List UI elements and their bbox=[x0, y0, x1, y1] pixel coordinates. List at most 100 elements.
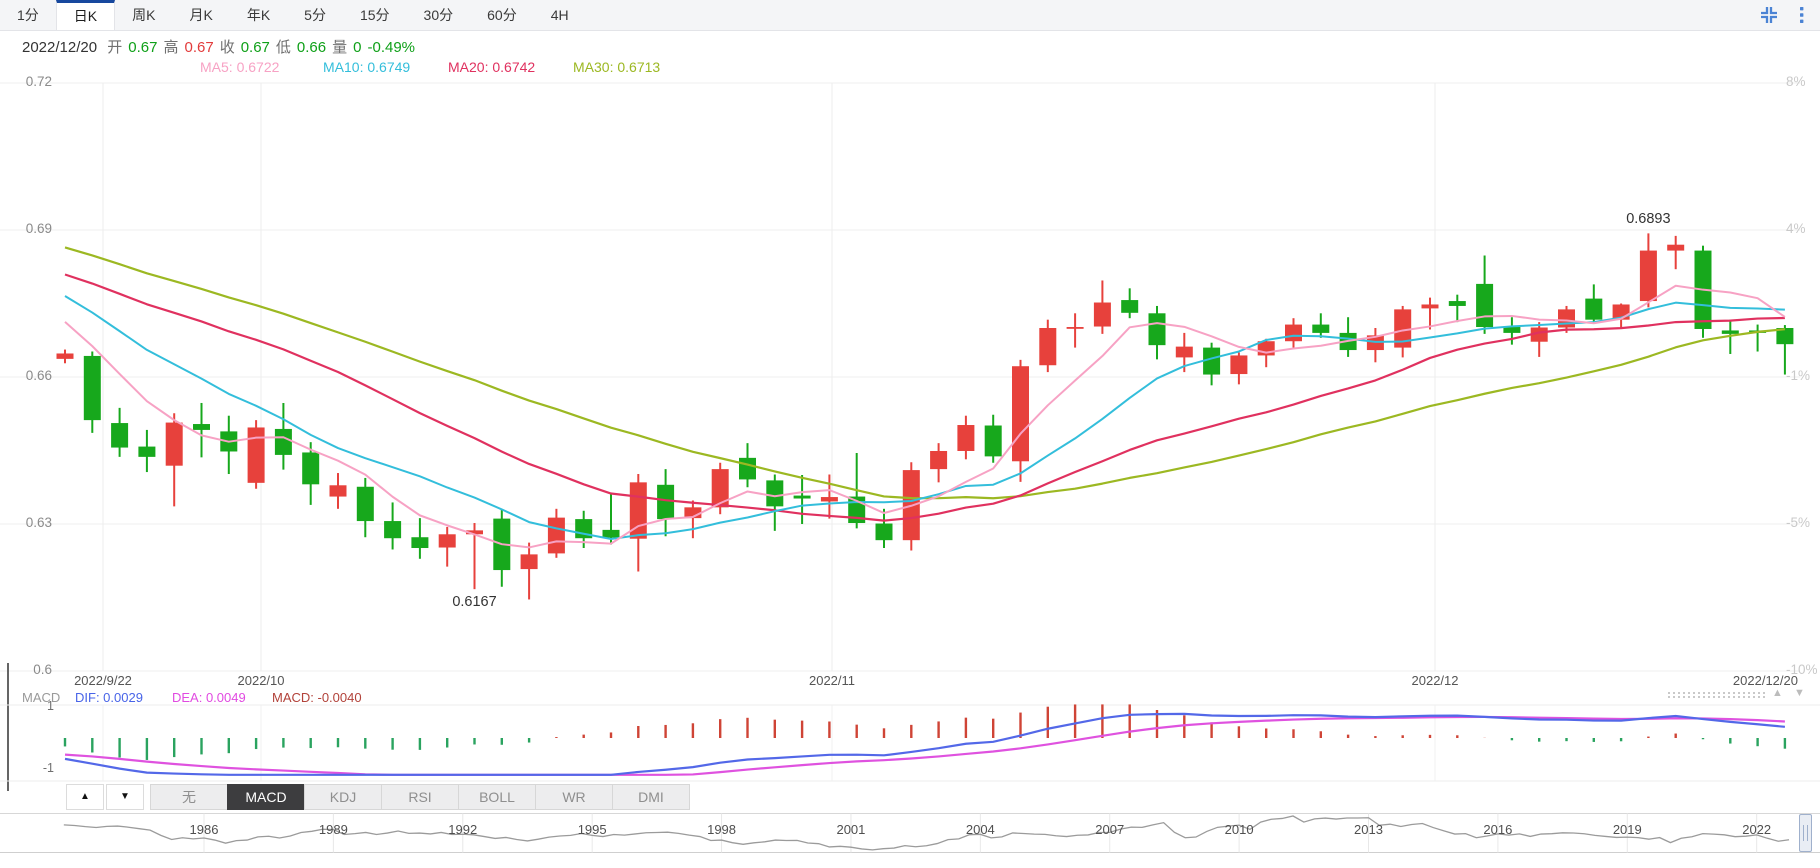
nav-year-label: 1989 bbox=[318, 822, 348, 837]
timeframe-tab-4[interactable]: 月K bbox=[189, 7, 213, 23]
candle-body bbox=[1230, 355, 1248, 375]
candle-body bbox=[111, 423, 129, 448]
percent-label: 8% bbox=[1786, 74, 1806, 89]
candle-body bbox=[684, 507, 702, 519]
quote-field-label: 开 bbox=[107, 39, 123, 56]
timeframe-tab-1[interactable]: 1分 bbox=[17, 7, 39, 23]
timeframe-tab-2[interactable]: 日K bbox=[55, 0, 116, 30]
ma-value: MA30: 0.6713 bbox=[573, 59, 661, 75]
candle-body bbox=[1039, 328, 1057, 366]
candle-body bbox=[83, 355, 101, 421]
indicator-tab-boll[interactable]: BOLL bbox=[458, 784, 536, 810]
candle-body bbox=[793, 495, 811, 499]
candle-body bbox=[930, 450, 948, 470]
candle-body bbox=[547, 517, 565, 554]
timeframe-tab-8[interactable]: 30分 bbox=[423, 7, 454, 23]
candle-body bbox=[711, 469, 729, 508]
candle-body bbox=[138, 446, 156, 457]
candle-body bbox=[1585, 298, 1603, 320]
quote-field-value: 0.66 bbox=[296, 39, 327, 56]
candle-body bbox=[739, 457, 756, 480]
low-price-annotation: 0.6167 bbox=[452, 594, 497, 611]
price-label: 0.69 bbox=[25, 221, 52, 236]
timeframe-tab-7[interactable]: 15分 bbox=[359, 7, 390, 23]
candle-body bbox=[957, 425, 975, 451]
percent-label: -10% bbox=[1786, 662, 1818, 677]
candle-body bbox=[193, 424, 210, 430]
price-label: 0.6 bbox=[33, 662, 52, 677]
timeframe-tab-6[interactable]: 5分 bbox=[304, 7, 326, 23]
ma20-line bbox=[64, 273, 1785, 522]
candle-body bbox=[1503, 327, 1521, 333]
candle-body bbox=[984, 425, 1002, 457]
nav-year-label: 2007 bbox=[1095, 822, 1125, 837]
date-label: 2022/10 bbox=[237, 673, 285, 688]
candle-body bbox=[1012, 366, 1029, 462]
panel-collapse-down-icon[interactable]: ▼ bbox=[1794, 687, 1805, 699]
indicator-tab-kdj[interactable]: KDJ bbox=[304, 784, 382, 810]
candle-body bbox=[657, 484, 675, 520]
timeframe-tab-9[interactable]: 60分 bbox=[487, 7, 517, 23]
candle-body bbox=[165, 422, 183, 466]
dea-line bbox=[64, 715, 1785, 776]
date-label: 2022/12 bbox=[1411, 673, 1459, 688]
percent-label: 4% bbox=[1786, 221, 1806, 236]
ma30-line bbox=[64, 246, 1786, 500]
indicator-tab-wr[interactable]: WR bbox=[535, 784, 613, 810]
nav-year-label: 1998 bbox=[707, 822, 737, 837]
more-menu-icon[interactable] bbox=[1798, 4, 1806, 31]
candle-body bbox=[384, 521, 402, 539]
indicator-tab-rsi[interactable]: RSI bbox=[381, 784, 459, 810]
collapse-icon[interactable] bbox=[1758, 4, 1780, 31]
panel-collapse-up-icon[interactable]: ▲ bbox=[1772, 687, 1783, 699]
nav-series-line bbox=[63, 815, 1790, 851]
candle-body bbox=[1312, 324, 1330, 333]
ohlc-info-bar: 2022/12/20 开 0.67 高 0.67 收 0.67 低 0.66 量 0 -0.49% bbox=[22, 36, 421, 56]
quote-date: 2022/12/20 bbox=[22, 39, 98, 56]
nav-year-label: 2019 bbox=[1612, 822, 1642, 837]
nav-year-label: 2013 bbox=[1354, 822, 1383, 837]
quote-field-value: 0.67 bbox=[128, 39, 158, 56]
nav-year-label: 1992 bbox=[448, 822, 478, 837]
macd-value: DEA: 0.0049 bbox=[172, 690, 246, 705]
candle-body bbox=[1448, 301, 1466, 306]
candle-body bbox=[247, 427, 265, 483]
ma-value: MA10: 0.6749 bbox=[323, 59, 411, 75]
candle-body bbox=[1721, 330, 1739, 334]
indicator-up-button[interactable]: ▲ bbox=[66, 784, 104, 810]
candle-body bbox=[56, 353, 74, 359]
date-label: 2022/12/20 bbox=[1732, 673, 1798, 688]
timeframe-tabbar: 1分 日K 周K 月K 年K 5分 15分 30分 60分 4H bbox=[0, 0, 1820, 31]
timeframe-tab-3[interactable]: 周K bbox=[132, 7, 156, 23]
ma-value: MA20: 0.6742 bbox=[448, 59, 536, 75]
indicator-down-button[interactable]: ▼ bbox=[106, 784, 144, 810]
indicator-tab-无[interactable]: 无 bbox=[150, 784, 228, 810]
candle-body bbox=[820, 497, 838, 502]
ma-value: MA5: 0.6722 bbox=[200, 59, 280, 75]
timeframe-tab-10[interactable]: 4H bbox=[550, 7, 569, 23]
candle-body bbox=[411, 537, 429, 549]
nav-year-label: 2001 bbox=[836, 822, 866, 837]
indicator-tab-dmi[interactable]: DMI bbox=[612, 784, 690, 810]
candle-body bbox=[274, 428, 292, 455]
history-navigator[interactable] bbox=[0, 808, 1820, 868]
panel-resize-handle[interactable] bbox=[1668, 692, 1766, 700]
macd-value: MACD: -0.0040 bbox=[272, 690, 362, 705]
candle-body bbox=[1121, 300, 1139, 313]
candle-body bbox=[1639, 250, 1657, 302]
macd-axis-min: -1 bbox=[42, 761, 54, 775]
candle-body bbox=[466, 530, 483, 535]
ma10-line bbox=[64, 295, 1785, 540]
price-label: 0.66 bbox=[25, 368, 52, 383]
quote-field-value: 0.67 bbox=[240, 39, 270, 56]
macd-value: DIF: 0.0029 bbox=[75, 690, 143, 705]
high-price-annotation: 0.6893 bbox=[1626, 211, 1671, 228]
nav-year-label: 1986 bbox=[189, 822, 219, 837]
nav-year-label: 2010 bbox=[1224, 822, 1254, 837]
navigator-handle[interactable] bbox=[1799, 814, 1812, 852]
quote-field-value: 0.67 bbox=[184, 39, 214, 56]
indicator-tab-macd[interactable]: MACD bbox=[227, 784, 305, 810]
macd-panel[interactable] bbox=[0, 700, 1820, 785]
timeframe-tab-5[interactable]: 年K bbox=[246, 7, 271, 23]
main-chart[interactable] bbox=[0, 70, 1820, 680]
